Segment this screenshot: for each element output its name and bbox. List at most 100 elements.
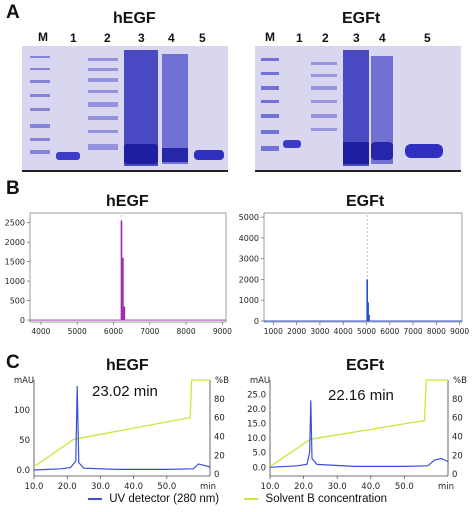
hplc-right-ytick-right: 60 <box>452 414 463 424</box>
hplc-left-xtick-label: 50.0 <box>157 482 176 492</box>
hplc-right-ytick-right: 20 <box>452 451 463 461</box>
hplc-right-xtick-label: 30.0 <box>328 482 347 492</box>
ms-left-xtick-label: 9000 <box>213 327 232 336</box>
gel-left-title: hEGF <box>113 10 156 27</box>
hplc-right-chart: mAU %B 0.0 5.0 10.0 15.0 20.0 25.0 0 20 40 60 80 10.0… <box>247 376 467 492</box>
legend-solvent-label: Solvent B concentration <box>265 493 388 505</box>
legend-uv-swatch <box>88 497 102 500</box>
ms-right-ytick-label: 3000 <box>239 255 259 264</box>
legend-solvent-swatch <box>244 497 259 500</box>
hplc-left-xtick-label: 30.0 <box>91 482 110 492</box>
hplc-left-ytick-right: 20 <box>214 451 225 461</box>
lane-label-5-right: 5 <box>424 31 431 45</box>
hplc-right-ytick-left: 15.0 <box>247 420 266 430</box>
ms-left-plot-frame <box>29 212 227 323</box>
ms-right-plot-frame <box>263 212 463 323</box>
hplc-right-retention-time: 22.16 min <box>328 387 394 404</box>
ms-right-xtick-label: 6000 <box>380 327 399 336</box>
ms-left-ytick-label: 2000 <box>5 238 25 247</box>
ms-right-ytick-label: 5000 <box>239 213 259 222</box>
gel-right-title: EGFt <box>342 10 381 27</box>
ms-right-chart: 0 1000 2000 3000 4000 5000 1000 2000 3000 4000 500… <box>239 212 469 336</box>
hplc-left-y-unit-left: mAU <box>14 376 34 386</box>
ms-right-xtick-label: 1000 <box>264 327 283 336</box>
hplc-left-ytick-left: 0.0 <box>16 466 30 476</box>
ms-right-ytick-label: 4000 <box>239 234 259 243</box>
hplc-left-ytick-right: 40 <box>214 432 225 442</box>
hplc-left-ytick-left: 50 <box>19 436 30 446</box>
hplc-left-solvent-line <box>33 379 210 468</box>
panel-label-b: B <box>6 178 20 199</box>
ms-left-ytick-label: 2500 <box>5 219 25 228</box>
ms-left-xtick-label: 4000 <box>31 327 50 336</box>
panel-label-a: A <box>6 2 20 23</box>
hplc-right-ytick-left: 0.0 <box>252 463 266 473</box>
ms-right-xtick-label: 8000 <box>427 327 446 336</box>
lane-label-1-left: 1 <box>70 31 77 45</box>
hplc-left-ytick-right: 60 <box>214 414 225 424</box>
hplc-left-retention-time: 23.02 min <box>92 383 158 400</box>
hplc-left-x-unit: min <box>200 482 216 492</box>
ms-left-xtick-label: 7000 <box>140 327 159 336</box>
ms-left-title: hEGF <box>106 193 149 210</box>
hplc-right-solvent-line <box>269 379 448 468</box>
ms-left-chart: 0 500 1000 1500 2000 2500 4000 5000 6000 7000 8000… <box>5 212 232 336</box>
hplc-left-title: hEGF <box>106 357 149 374</box>
ms-left-xtick-label: 6000 <box>104 327 123 336</box>
ms-left-xtick-label: 8000 <box>177 327 196 336</box>
hplc-left-xtick-label: 20.0 <box>58 482 77 492</box>
hplc-right-ytick-left: 25.0 <box>247 391 266 401</box>
panel-label-c: C <box>6 352 20 373</box>
lane-label-3-right: 3 <box>353 31 360 45</box>
hplc-right-ytick-right: 80 <box>452 395 463 405</box>
ms-left-ytick-label: 0 <box>20 316 25 325</box>
ms-left-ytick-label: 500 <box>10 297 25 306</box>
ms-right-ytick-label: 0 <box>254 317 259 326</box>
ms-left-ytick-label: 1000 <box>5 277 25 286</box>
hplc-right-xtick-label: 40.0 <box>361 482 380 492</box>
hplc-right-y-unit-left: mAU <box>250 376 270 386</box>
lane-label-m-left: M <box>38 30 48 44</box>
hplc-left-chart: mAU %B 0.0 50 100 0 20 40 60 80 10.0 20.0 30.0 40.0 50… <box>14 376 229 492</box>
hplc-right-ytick-right: 0 <box>452 470 457 480</box>
lane-label-2-right: 2 <box>322 31 329 45</box>
hplc-left-ytick-right: 0 <box>214 470 219 480</box>
hplc-left-xtick-label: 10.0 <box>25 482 44 492</box>
hplc-right-ytick-left: 10.0 <box>247 434 266 444</box>
hplc-right-ytick-right: 40 <box>452 432 463 442</box>
lane-label-4-right: 4 <box>379 31 386 45</box>
ms-left-xtick-label: 5000 <box>68 327 87 336</box>
hplc-left-ytick-right: 80 <box>214 395 225 405</box>
hplc-right-xtick-label: 20.0 <box>294 482 313 492</box>
hplc-left-ytick-left: 100 <box>14 406 30 416</box>
ms-right-title: EGFt <box>346 193 385 210</box>
ms-right-xtick-label: 9000 <box>450 327 469 336</box>
ms-right-xtick-label: 3000 <box>310 327 329 336</box>
gel-image-right <box>255 46 461 172</box>
hplc-right-y-unit-right: %B <box>453 376 467 386</box>
hplc-left-xtick-label: 40.0 <box>124 482 143 492</box>
ms-left-ytick-label: 1500 <box>5 258 25 267</box>
ms-right-ytick-label: 2000 <box>239 275 259 284</box>
legend-uv-label: UV detector (280 nm) <box>109 493 220 505</box>
ms-right-ytick-label: 1000 <box>239 296 259 305</box>
lane-label-m-right: M <box>265 30 275 44</box>
hplc-right-xtick-label: 50.0 <box>395 482 414 492</box>
hplc-left-y-unit-right: %B <box>215 376 229 386</box>
ms-right-xtick-label: 5000 <box>357 327 376 336</box>
lane-label-3-left: 3 <box>138 31 145 45</box>
hplc-right-ytick-left: 20.0 <box>247 405 266 415</box>
ms-right-xtick-label: 4000 <box>334 327 353 336</box>
gel-image-left <box>22 46 228 172</box>
lane-label-5-left: 5 <box>199 31 206 45</box>
lane-label-2-left: 2 <box>104 31 111 45</box>
ms-right-xtick-label: 2000 <box>287 327 306 336</box>
hplc-right-xtick-label: 10.0 <box>261 482 280 492</box>
lane-label-1-right: 1 <box>296 31 303 45</box>
hplc-right-title: EGFt <box>346 357 385 374</box>
hplc-left-uv-line <box>33 385 211 471</box>
legend: UV detector (280 nm) Solvent B concentra… <box>88 493 387 505</box>
lane-label-4-left: 4 <box>168 31 175 45</box>
hplc-right-x-unit: min <box>438 482 454 492</box>
ms-right-xtick-label: 7000 <box>404 327 423 336</box>
